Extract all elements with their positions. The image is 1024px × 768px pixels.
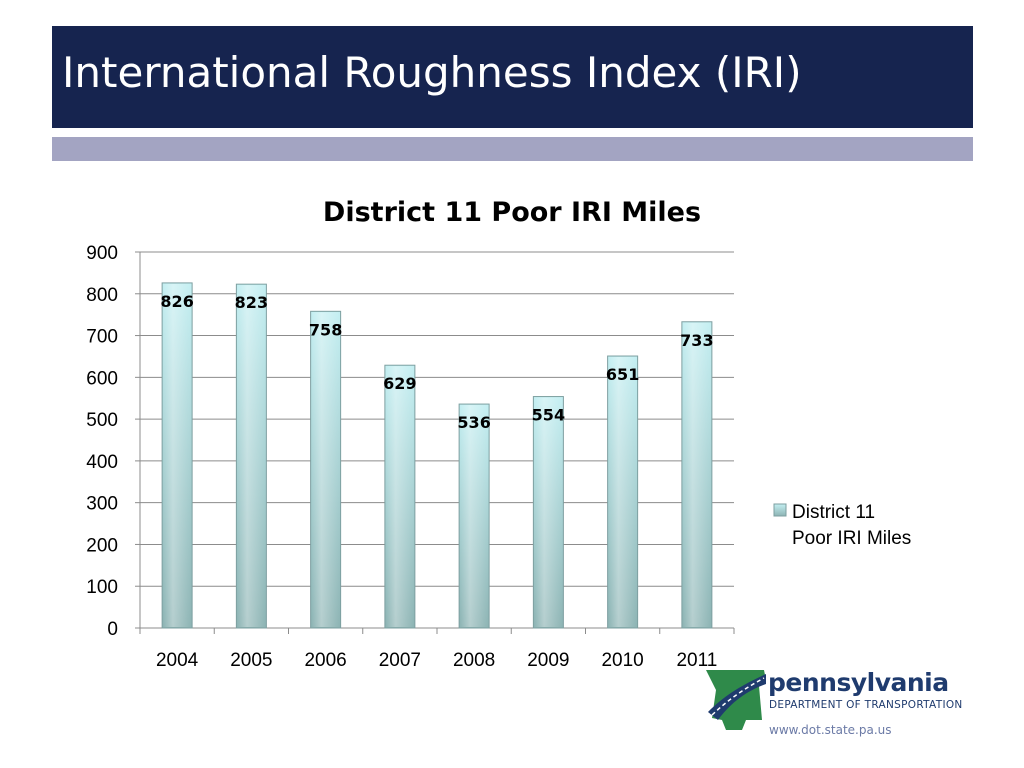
data-label-2005: 823: [235, 293, 268, 312]
data-label-2010: 651: [606, 365, 639, 384]
accent-strip: [52, 137, 973, 161]
y-tick-label: 200: [86, 535, 118, 556]
y-tick-label: 800: [86, 285, 118, 306]
x-tick-label: 2008: [453, 650, 495, 671]
brand-subtitle: DEPARTMENT OF TRANSPORTATION: [769, 699, 963, 711]
bar-highlight: [534, 397, 563, 627]
legend-label-line-1: District 11: [792, 502, 875, 523]
bar-highlight: [608, 357, 637, 627]
bar-highlight: [385, 366, 414, 627]
data-label-2007: 629: [383, 374, 416, 393]
y-tick-label: 0: [107, 619, 118, 640]
data-label-2011: 733: [680, 331, 713, 350]
pa-keystone-road-icon: [706, 670, 766, 730]
bar-highlight: [311, 312, 340, 627]
data-label-2004: 826: [160, 292, 193, 311]
data-label-2009: 554: [532, 406, 565, 425]
x-tick-label: 2006: [304, 650, 346, 671]
x-tick-label: 2004: [156, 650, 199, 671]
x-tick-label: 2011: [676, 650, 717, 671]
brand-name: pennsylvania: [768, 668, 949, 697]
chart-title: District 11 Poor IRI Miles: [323, 197, 701, 228]
bar-highlight: [237, 285, 266, 627]
data-label-2006: 758: [309, 320, 342, 339]
x-tick-label: 2009: [527, 650, 569, 671]
x-tick-label: 2005: [230, 650, 272, 671]
title-bar: International Roughness Index (IRI): [52, 26, 973, 128]
x-tick-label: 2007: [379, 650, 421, 671]
brand-url[interactable]: www.dot.state.pa.us: [769, 723, 892, 737]
x-tick-label: 2010: [601, 650, 643, 671]
y-tick-label: 300: [86, 494, 118, 515]
bar-highlight: [460, 405, 489, 627]
y-tick-label: 400: [86, 452, 118, 473]
y-tick-label: 100: [86, 577, 118, 598]
legend-swatch: [773, 503, 787, 517]
bar-highlight: [682, 322, 711, 627]
y-tick-label: 700: [86, 327, 118, 348]
legend: District 11 Poor IRI Miles: [773, 502, 911, 549]
y-tick-label: 900: [86, 243, 118, 264]
legend-label-line-2: Poor IRI Miles: [792, 528, 911, 549]
bar-highlight: [163, 283, 192, 627]
slide-title: International Roughness Index (IRI): [62, 48, 802, 97]
data-label-2008: 536: [457, 413, 490, 432]
y-tick-label: 500: [86, 410, 118, 431]
y-tick-label: 600: [86, 368, 118, 389]
